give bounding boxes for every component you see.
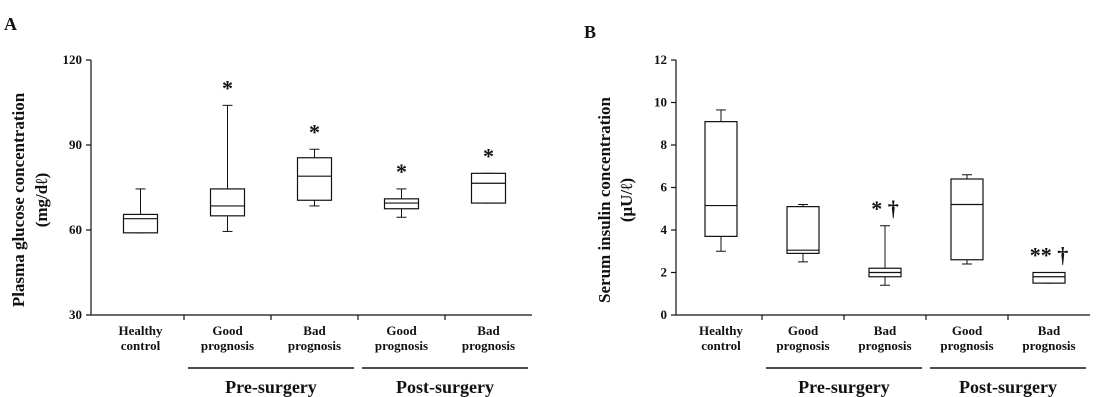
group-label: Pre-surgery <box>798 377 890 397</box>
y-axis-label-line2: (μU/ℓ) <box>617 178 636 222</box>
category-label: Bad <box>303 323 326 338</box>
category-label: Good <box>386 323 417 338</box>
box-iqr <box>704 121 738 237</box>
plot-area: 306090120HealthycontrolGoodprognosisBadp… <box>63 52 532 397</box>
significance-marker: * <box>396 159 407 184</box>
category-label: Good <box>212 323 243 338</box>
y-tick-label: 10 <box>654 95 667 110</box>
panel-a-glucose-chart: A Plasma glucose concentration (mg/dℓ) 3… <box>4 14 532 397</box>
y-tick-label: 90 <box>69 137 82 152</box>
category-label: Bad <box>477 323 500 338</box>
category-label: prognosis <box>776 338 829 353</box>
category-label: control <box>701 338 741 353</box>
significance-marker: * <box>309 119 320 144</box>
box-iqr <box>122 213 159 234</box>
category-label: Healthy <box>699 323 744 338</box>
plot-area: 024681012HealthycontrolGoodprognosisBadp… <box>654 52 1090 397</box>
y-tick-label: 0 <box>661 307 668 322</box>
box-iqr <box>470 172 507 204</box>
significance-marker: * † <box>871 196 899 221</box>
y-axis-label-line1: Plasma glucose concentration <box>9 92 28 307</box>
box-iqr <box>786 206 820 254</box>
category-label: Good <box>788 323 819 338</box>
panel-b-insulin-chart: B Serum insulin concentration (μU/ℓ) 0 2 4… <box>584 22 1090 397</box>
box-iqr <box>296 157 333 201</box>
y-tick-label: 12 <box>654 52 667 67</box>
category-label: prognosis <box>375 338 428 353</box>
significance-marker: ** † <box>1030 243 1069 268</box>
box-iqr <box>1032 271 1066 284</box>
group-label: Pre-surgery <box>225 377 317 397</box>
group-label: Post-surgery <box>396 377 494 397</box>
category-label: prognosis <box>201 338 254 353</box>
significance-marker: * <box>483 143 494 168</box>
panel-label: A <box>4 14 17 34</box>
category-label: Bad <box>1038 323 1061 338</box>
significance-marker: * <box>222 75 233 100</box>
y-tick-label: 120 <box>63 52 83 67</box>
category-label: control <box>121 338 161 353</box>
category-label: prognosis <box>462 338 515 353</box>
group-label: Post-surgery <box>959 377 1057 397</box>
y-tick-label: 30 <box>69 307 82 322</box>
box-iqr <box>383 198 420 210</box>
y-axis-label-line1: Serum insulin concentration <box>595 97 614 303</box>
category-label: Good <box>952 323 983 338</box>
panel-label: B <box>584 22 596 42</box>
y-tick-label: 4 <box>661 222 668 237</box>
box-iqr <box>950 178 984 261</box>
y-tick-label: 6 <box>661 180 668 195</box>
category-label: prognosis <box>288 338 341 353</box>
box-iqr <box>209 188 246 217</box>
category-label: prognosis <box>858 338 911 353</box>
category-label: Bad <box>874 323 897 338</box>
y-tick-label: 2 <box>661 265 668 280</box>
y-tick-label: 60 <box>69 222 82 237</box>
category-label: Healthy <box>118 323 163 338</box>
category-label: prognosis <box>1022 338 1075 353</box>
y-axis-label-line2: (mg/dℓ) <box>32 173 51 228</box>
y-tick-label: 8 <box>661 137 668 152</box>
category-label: prognosis <box>940 338 993 353</box>
